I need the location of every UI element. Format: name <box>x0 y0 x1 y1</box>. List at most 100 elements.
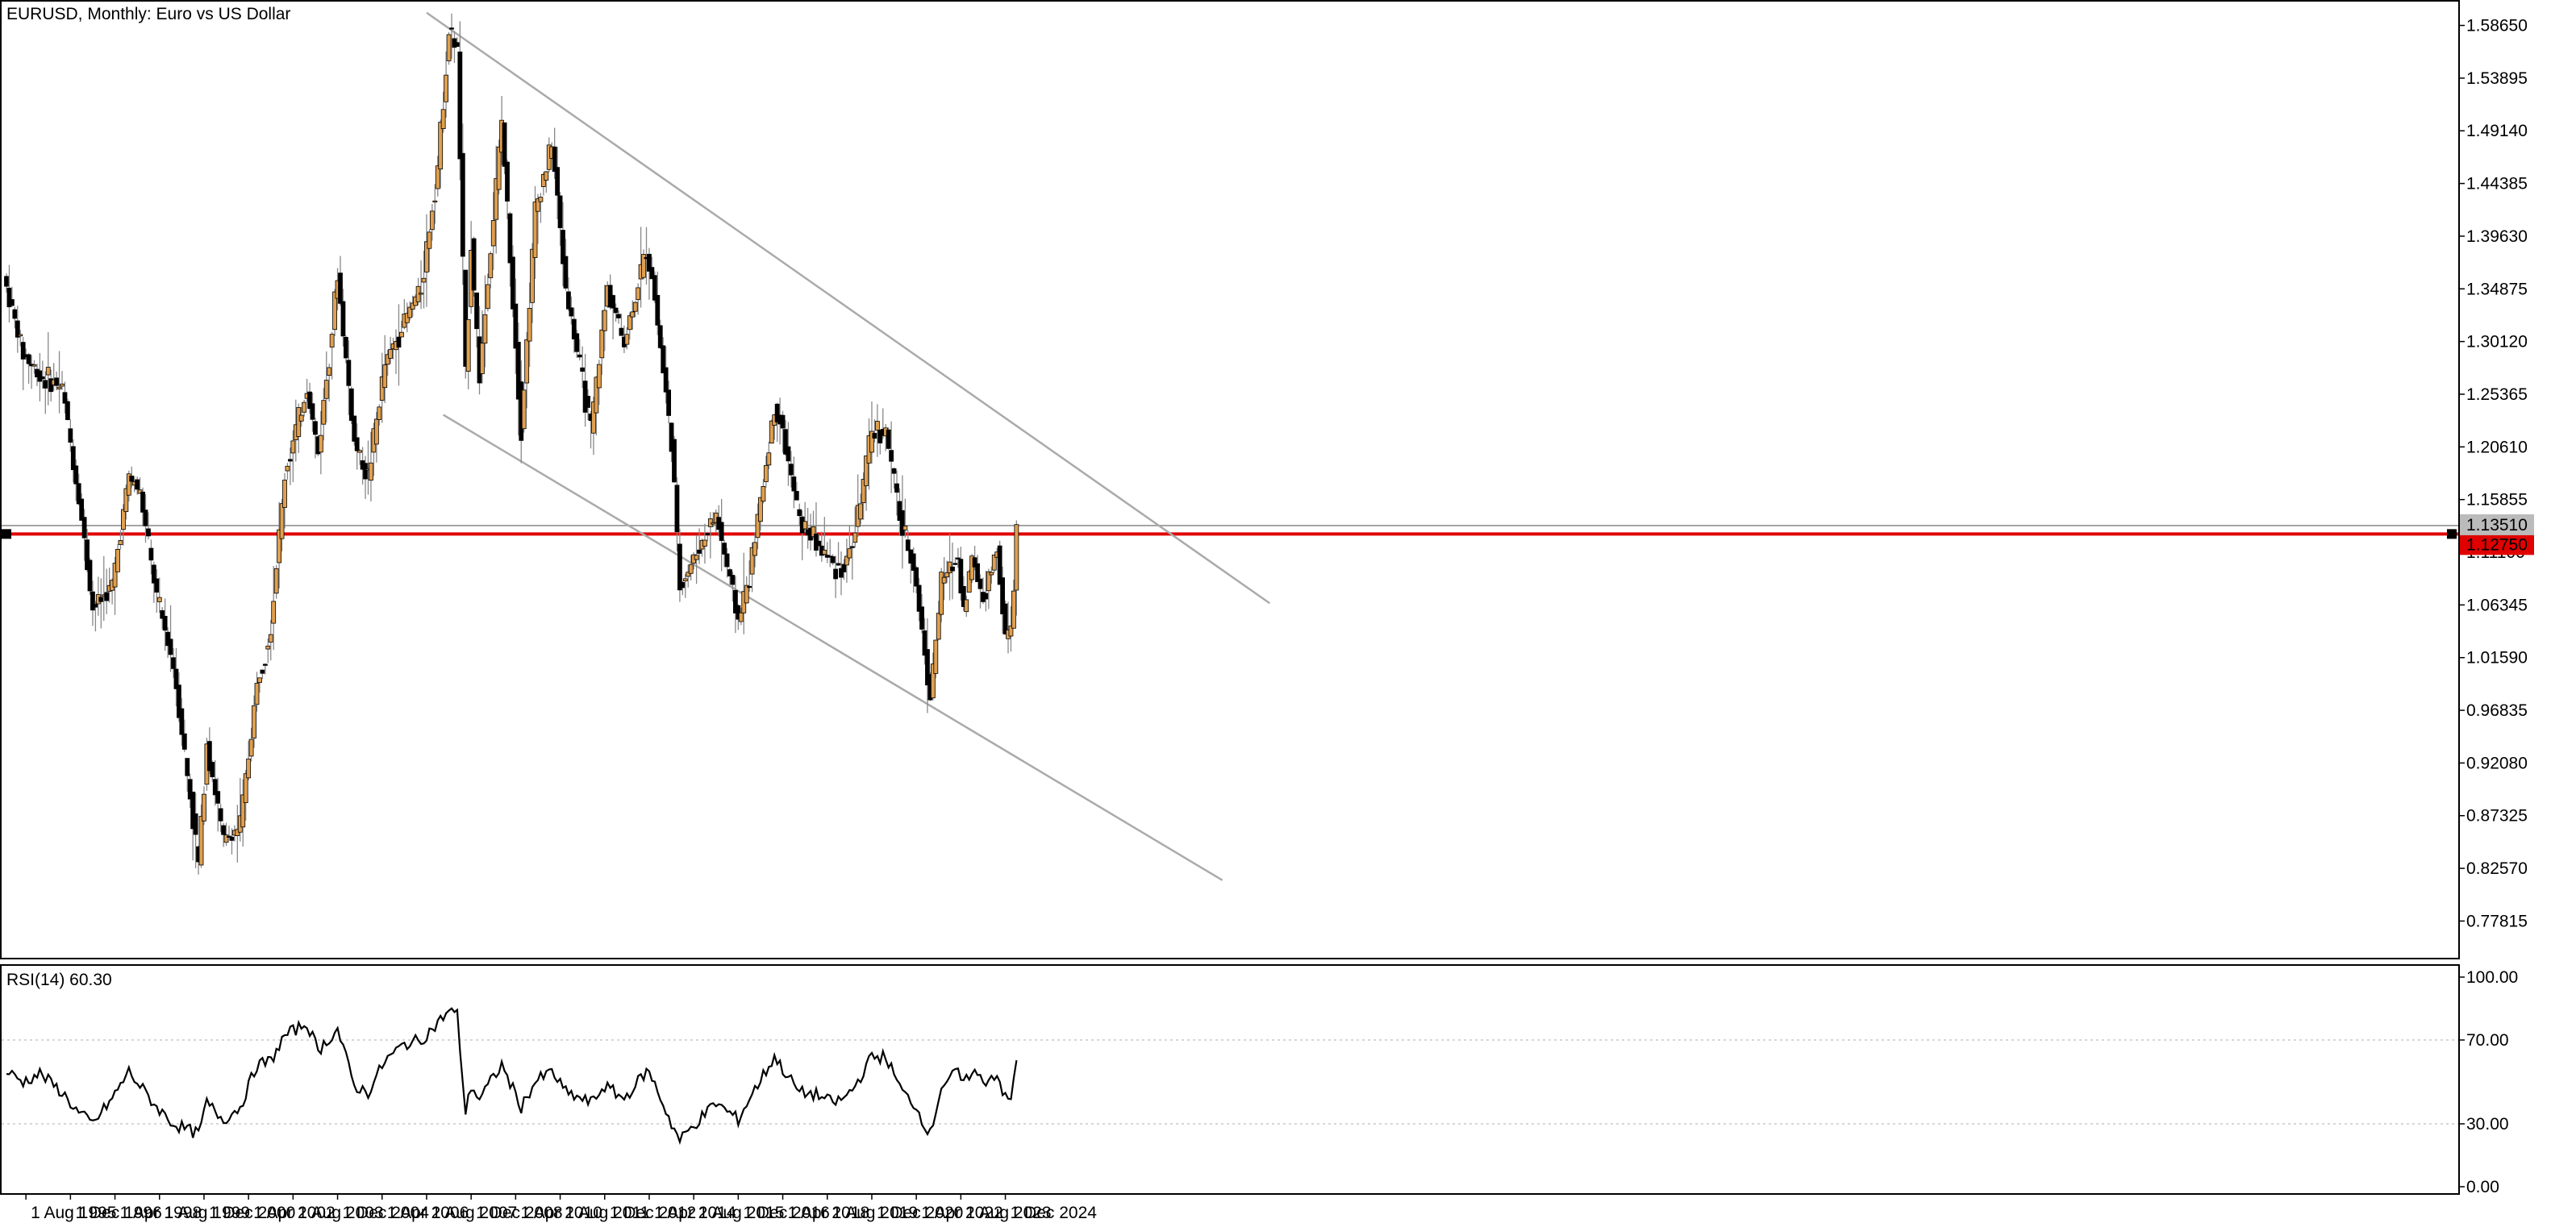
time-tick-label: 1 Aug 2003 <box>298 1204 383 1222</box>
candle-body <box>930 663 936 699</box>
candle-body <box>619 327 624 336</box>
candle-body <box>852 532 858 543</box>
candle-body <box>73 465 79 485</box>
time-tick-label: 1 Aug 1995 <box>31 1204 116 1222</box>
time-tick-label: 1 Dec 2008 <box>476 1204 562 1222</box>
candle-body <box>398 331 404 338</box>
candle-body <box>797 509 802 517</box>
candle-body <box>81 517 87 539</box>
candle-body <box>780 414 786 429</box>
candle-body <box>60 383 65 387</box>
candle-body <box>571 318 577 339</box>
candle-body <box>215 791 221 804</box>
candle-body <box>488 253 494 278</box>
candle-body <box>168 639 173 655</box>
candle-body <box>277 529 282 564</box>
candle-body <box>218 808 223 822</box>
candle-body <box>616 314 621 318</box>
candle-body <box>343 336 348 359</box>
rsi-tick-label: 100.00 <box>2466 968 2518 987</box>
price-panel-frame <box>0 0 2460 959</box>
candle-body <box>421 277 427 283</box>
candle-body <box>755 514 761 539</box>
candle-body <box>969 555 975 580</box>
candle-body <box>212 779 218 796</box>
candle-body <box>246 758 252 779</box>
candle-body <box>388 349 394 359</box>
candle-body <box>1014 524 1019 591</box>
candle-body <box>318 435 323 453</box>
time-tick-label: 1 Dec 2024 <box>1011 1204 1098 1222</box>
candle-body <box>206 741 212 772</box>
candle-body <box>836 563 841 566</box>
price-tick-label: 1.44385 <box>2466 175 2528 193</box>
candle-body <box>140 491 145 513</box>
candle-body <box>9 299 15 306</box>
candle-body <box>986 571 991 592</box>
candle-body <box>494 178 499 220</box>
rsi-tick-label: 30.00 <box>2466 1115 2509 1134</box>
candles <box>4 13 1019 875</box>
candle-body <box>849 546 855 548</box>
candle-body <box>446 34 452 61</box>
candle-body <box>719 522 724 541</box>
candle-body <box>586 396 590 408</box>
candle-body <box>340 301 346 337</box>
candle-body <box>894 483 899 493</box>
candle-body <box>791 476 797 492</box>
candle-body <box>964 599 969 613</box>
candle-body <box>511 256 515 310</box>
candle-body <box>630 311 636 318</box>
time-tick-label: 1 Apr 2006 <box>387 1204 469 1222</box>
candle-body <box>647 253 652 272</box>
time-tick-label: 1 Aug 2019 <box>832 1204 918 1222</box>
time-tick-label: 1 Dec 1996 <box>75 1204 161 1222</box>
candle-body <box>385 354 390 365</box>
candle-body <box>229 836 235 841</box>
candle-body <box>624 334 630 345</box>
candle-body <box>474 292 479 330</box>
candle-body <box>298 414 304 422</box>
candle-body <box>1002 603 1008 634</box>
candle-body <box>655 294 661 326</box>
candle-body <box>248 738 254 757</box>
time-tick-label: 1 Apr 2002 <box>253 1204 336 1222</box>
candle-body <box>914 567 919 587</box>
time-tick-label: 1 Dec 2012 <box>610 1204 696 1222</box>
candle-body <box>730 575 736 585</box>
time-tick-label: 1 Apr 2018 <box>788 1204 870 1222</box>
price-tick-label: 1.06345 <box>2466 596 2528 614</box>
time-tick-label: 1 Apr 1998 <box>120 1204 202 1222</box>
line-marker-right <box>2447 529 2457 539</box>
candle-body <box>373 418 379 445</box>
candle-body <box>783 429 788 455</box>
candle-body <box>482 314 488 344</box>
candle-body <box>594 376 599 414</box>
candle-body <box>419 293 423 295</box>
candle-body <box>40 376 45 380</box>
candle-body <box>661 345 666 373</box>
candle-body <box>98 597 104 602</box>
candle-body <box>79 498 85 521</box>
candle-body <box>26 354 31 364</box>
price-tag-box <box>2460 534 2534 555</box>
candle-body <box>591 401 596 434</box>
candle-body <box>321 400 327 425</box>
candle-body <box>313 421 318 435</box>
candle-body <box>329 334 335 347</box>
candle-body <box>530 248 535 303</box>
candle-body <box>440 109 446 130</box>
candle-body <box>143 510 148 526</box>
candle-body <box>724 553 730 568</box>
candle-body <box>221 825 227 835</box>
candle-body <box>933 639 939 674</box>
price-tick-label: 0.82570 <box>2466 859 2528 878</box>
candle-body <box>552 146 557 173</box>
candle-body <box>666 389 671 416</box>
candle-body <box>471 238 477 291</box>
candle-body <box>146 528 151 537</box>
candle-body <box>705 533 711 535</box>
candle-body <box>176 684 181 718</box>
